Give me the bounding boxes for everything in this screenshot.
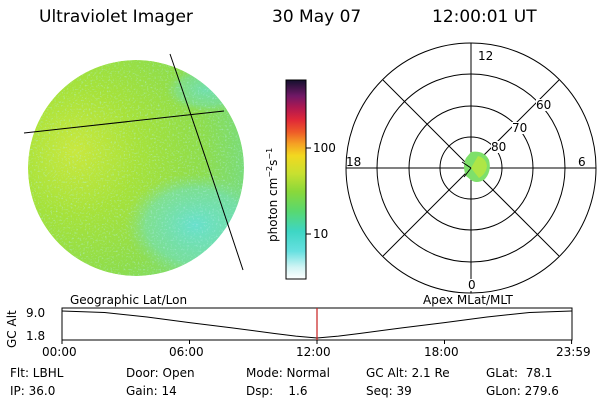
orbit-left-title: Geographic Lat/Lon xyxy=(70,293,188,307)
mlt-label-6: 6 xyxy=(578,155,586,169)
colorbar-gradient xyxy=(285,79,307,280)
orbit-x-tick-2: 12:00 xyxy=(296,345,331,359)
orbit-x-tick-1: 06:00 xyxy=(169,345,204,359)
time-label: 12:00:01 UT xyxy=(432,7,537,27)
orbit-y-bottom: 1.8 xyxy=(26,329,46,343)
info-gc-alt: GC Alt: 2.1 Re xyxy=(366,366,450,380)
info-glat: GLat: 78.1 xyxy=(486,366,553,380)
longitude-line xyxy=(169,53,244,271)
info-gain: Gain: 14 xyxy=(126,384,177,398)
info-ip: IP: 36.0 xyxy=(10,384,56,398)
orbit-x-tick-0: 00:00 xyxy=(42,345,77,359)
mlt-label-0: 0 xyxy=(468,278,476,292)
mlt-label-18: 18 xyxy=(346,155,362,169)
instrument-title: Ultraviolet Imager xyxy=(39,7,193,27)
info-mode: Mode: Normal xyxy=(246,366,330,380)
orbit-right-title: Apex MLat/MLT xyxy=(423,293,513,307)
orbit-x-tick-3: 18:00 xyxy=(424,345,459,359)
info-seq: Seq: 39 xyxy=(366,384,412,398)
info-door: Door: Open xyxy=(126,366,195,380)
orbit-y-top: 9.0 xyxy=(26,306,46,320)
info-dsp: Dsp: 1.6 xyxy=(246,384,308,398)
lat-label-60: 60 xyxy=(536,98,552,112)
date-label: 30 May 07 xyxy=(272,7,362,27)
colorbar-tick-100: 100 xyxy=(313,141,336,155)
lat-label-80: 80 xyxy=(491,140,507,154)
colorbar-tick-10: 10 xyxy=(313,227,329,241)
info-glon: GLon: 279.6 xyxy=(486,384,559,398)
lat-label-70: 70 xyxy=(512,121,528,135)
orbit-x-tick-4: 23:59 xyxy=(556,345,591,359)
mlt-label-12: 12 xyxy=(478,49,494,63)
info-filter: Flt: LBHL xyxy=(10,366,64,380)
